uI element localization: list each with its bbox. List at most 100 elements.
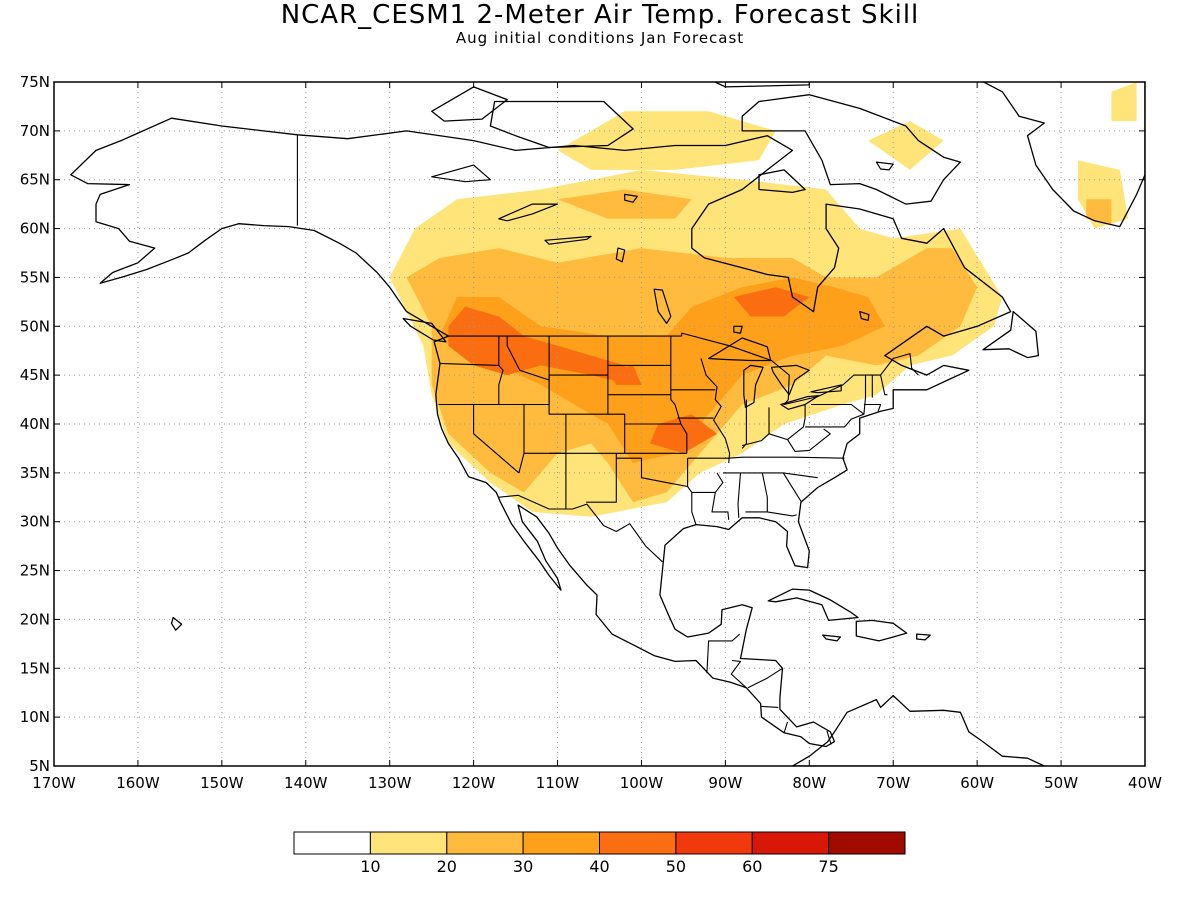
lon-tick-label: 70W <box>876 774 910 792</box>
colorbar-swatch <box>599 831 677 855</box>
colorbar-swatch <box>446 831 524 855</box>
coastline-north-america <box>70 117 1012 748</box>
coastline-cuba <box>767 588 859 622</box>
lake-great-slave-lake <box>498 203 559 222</box>
border-us-canada-lakes <box>681 332 919 406</box>
lat-tick-label: 35N <box>20 464 50 482</box>
skill-region-8 <box>440 277 885 464</box>
colorbar-swatch <box>293 831 371 855</box>
coastlines <box>70 82 1145 766</box>
colorbar-swatch <box>675 831 753 855</box>
border-guatemala-honduras <box>730 659 747 689</box>
lake-reindeer-lake <box>615 247 626 263</box>
lon-tick-label: 80W <box>792 774 826 792</box>
skill-shading <box>389 82 1137 517</box>
border-us-states-4 <box>498 365 504 405</box>
lat-tick-label: 20N <box>20 610 50 628</box>
lat-tick-label: 5N <box>29 757 50 775</box>
map-subtitle: Aug initial conditions Jan Forecast <box>455 29 745 47</box>
lake-lake-nipigon <box>733 325 743 334</box>
colorbar-label: 60 <box>742 857 762 876</box>
lat-tick-label: 10N <box>20 708 50 726</box>
lat-tick-label: 30N <box>20 513 50 531</box>
border-us-states-24 <box>687 456 845 459</box>
lon-tick-label: 110W <box>536 774 580 792</box>
border-us-mexico <box>497 494 663 563</box>
coastline-victoria-island <box>489 100 634 149</box>
coastline-southampton-island <box>758 169 806 194</box>
lat-tick-label: 15N <box>20 659 50 677</box>
border-us-states-6 <box>506 336 550 381</box>
lon-tick-label: 100W <box>620 774 664 792</box>
lake-lake-mistassini <box>859 311 870 321</box>
colorbar-label: 30 <box>513 857 533 876</box>
latitude-axis: 5N 10N 15N 20N 25N 30N 35N 40N 45N 50N 55N 60N 65N 70… <box>20 73 1145 775</box>
lon-tick-label: 40W <box>1128 774 1162 792</box>
lake-lake-athabasca <box>544 235 592 245</box>
colorbar-swatch <box>522 831 600 855</box>
border-mexico-guatemala <box>706 633 741 674</box>
lat-tick-label: 25N <box>20 562 50 580</box>
border-us-states-30 <box>767 511 797 517</box>
skill-region-7 <box>1086 199 1112 224</box>
border-us-states-22 <box>680 423 688 454</box>
coastline-baffin-island <box>741 94 962 205</box>
border-us-states-37 <box>863 375 867 415</box>
lon-tick-label: 50W <box>1044 774 1078 792</box>
lake-lake-huron <box>770 364 810 396</box>
coastline-devon-ellesmere <box>713 82 810 88</box>
colorbar-label: 75 <box>818 857 838 876</box>
border-us-states-35 <box>805 403 865 428</box>
border-us-states-27 <box>737 472 742 518</box>
skill-region-2 <box>868 121 944 170</box>
coastline-jamaica <box>822 634 842 642</box>
border-us-states-17 <box>616 457 688 488</box>
colorbar-swatch <box>751 831 830 855</box>
lon-tick-label: 150W <box>200 774 244 792</box>
coastline-south-america <box>791 694 1045 766</box>
border-us-states-26 <box>711 472 730 520</box>
lon-tick-label: 90W <box>708 774 742 792</box>
border-us-states-31 <box>782 472 802 502</box>
lon-tick-label: 120W <box>452 774 496 792</box>
coastline-hawaii <box>170 616 183 631</box>
political-borders <box>296 134 919 745</box>
colorbar-swatch <box>828 831 906 855</box>
lat-tick-label: 65N <box>20 171 50 189</box>
colorbar-label: 20 <box>437 857 457 876</box>
coastline-greenland <box>982 82 1145 228</box>
lake-lake-winnipeg <box>653 288 672 324</box>
colorbar-label: 50 <box>666 857 686 876</box>
border-us-states-38 <box>863 403 882 412</box>
lat-tick-label: 45N <box>20 366 50 384</box>
border-us-states-19 <box>670 336 682 425</box>
border-us-states-33 <box>742 407 770 447</box>
border-panama-colombia <box>826 730 832 745</box>
lake-nettilling-lake <box>875 161 894 171</box>
lon-tick-label: 160W <box>116 774 160 792</box>
skill-region-6 <box>557 189 692 219</box>
coastline-newfoundland <box>982 310 1040 359</box>
border-nicaragua-costa-rica <box>761 705 779 708</box>
coastline-puerto-rico <box>916 633 931 641</box>
colorbar-label: 10 <box>360 857 380 876</box>
lat-tick-label: 70N <box>20 122 50 140</box>
lake-lake-ontario <box>810 384 842 394</box>
border-us-states-8 <box>549 413 626 454</box>
border-us-states-2 <box>473 404 520 474</box>
colorbar-swatch <box>369 831 448 855</box>
lon-tick-label: 130W <box>368 774 412 792</box>
coastline-vancouver-island <box>402 317 447 343</box>
lat-tick-label: 75N <box>20 73 50 91</box>
border-us-states-28 <box>745 472 768 513</box>
lat-tick-label: 55N <box>20 268 50 286</box>
border-us-states-32 <box>741 399 747 449</box>
border-us-states-36 <box>787 428 831 452</box>
lon-tick-label: 60W <box>960 774 994 792</box>
lake-dubawnt-lake <box>624 193 638 203</box>
border-costa-rica-panama <box>783 721 789 733</box>
longitude-axis: 170W 160W 150W 140W 130W 120W 110W 100W 90W 80W 70… <box>32 82 1162 792</box>
colorbar-label: 40 <box>589 857 609 876</box>
lat-tick-label: 50N <box>20 317 50 335</box>
